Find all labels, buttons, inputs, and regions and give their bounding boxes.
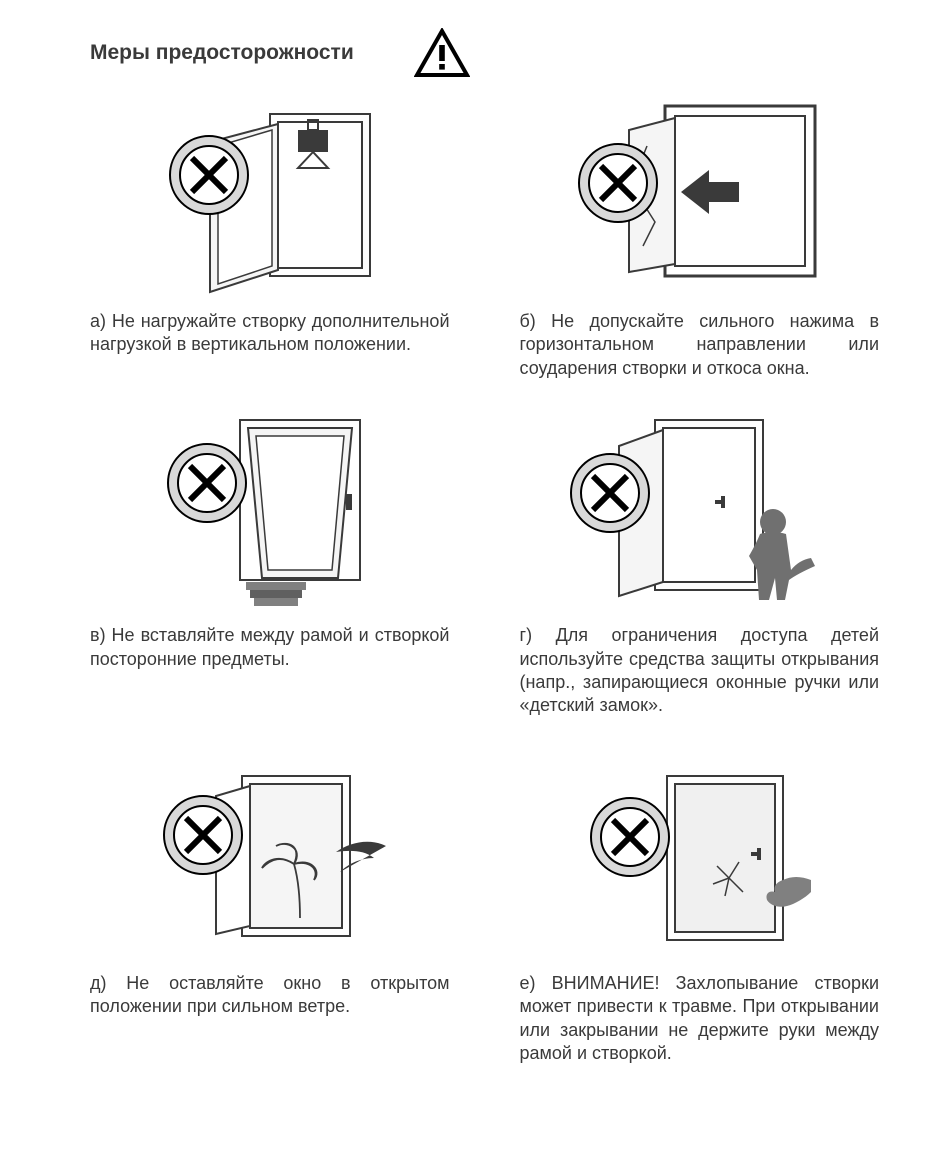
precaution-item-v: в) Не вставляйте между рамой и створкой … xyxy=(90,410,450,718)
precautions-grid: а) Не нагружайте створку до­полнительной… xyxy=(90,96,879,1065)
precaution-item-g: г) Для ограничения доступа детей использ… xyxy=(520,410,880,718)
caption-b: б) Не допускайте сильного на­жима в гори… xyxy=(520,310,880,380)
caption-v: в) Не вставляйте между рамой и створкой … xyxy=(90,624,450,671)
illustration-b xyxy=(520,96,880,296)
caption-d: д) Не оставляйте окно в открытом положен… xyxy=(90,972,450,1019)
precaution-item-b: б) Не допускайте сильного на­жима в гори… xyxy=(520,96,880,380)
precaution-item-e: е) ВНИМАНИЕ! Захлопывание створки может … xyxy=(520,758,880,1066)
illustration-e xyxy=(520,758,880,958)
page-title: Меры предосторожности xyxy=(90,41,354,65)
precautions-page: Меры предосторожности xyxy=(0,0,949,1158)
illustration-d xyxy=(90,758,450,958)
warning-triangle-icon xyxy=(414,28,470,78)
illustration-v xyxy=(90,410,450,610)
page-header: Меры предосторожности xyxy=(90,28,879,78)
caption-g: г) Для ограничения доступа детей использ… xyxy=(520,624,880,718)
illustration-g xyxy=(520,410,880,610)
caption-e: е) ВНИМАНИЕ! Захлопывание створки может … xyxy=(520,972,880,1066)
precaution-item-a: а) Не нагружайте створку до­полнительной… xyxy=(90,96,450,380)
caption-a: а) Не нагружайте створку до­полнительной… xyxy=(90,310,450,357)
illustration-a xyxy=(90,96,450,296)
precaution-item-d: д) Не оставляйте окно в открытом положен… xyxy=(90,758,450,1066)
